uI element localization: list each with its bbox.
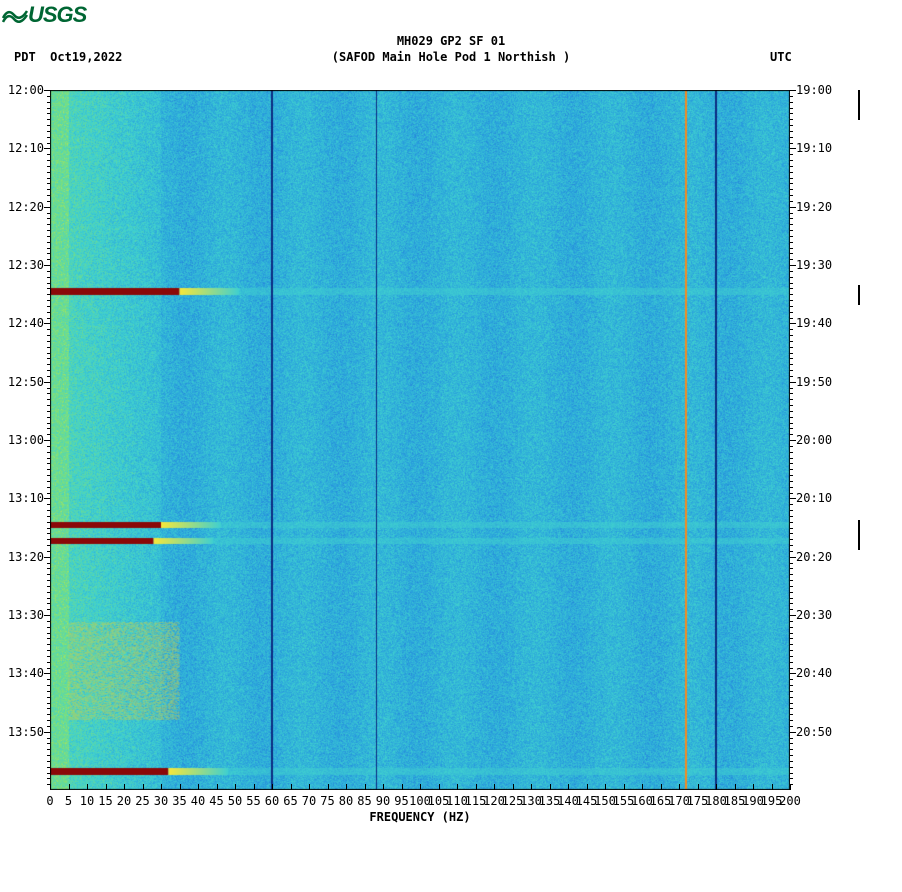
y-left-tick-label: 13:50 <box>2 726 44 738</box>
y-right-tick-label: 20:50 <box>796 726 838 738</box>
y-right-tick-label: 20:40 <box>796 667 838 679</box>
y-axis-right: 19:0019:1019:2019:3019:4019:5020:0020:10… <box>790 90 840 790</box>
right-timezone-label: UTC <box>770 50 792 64</box>
y-left-tick-label: 12:50 <box>2 376 44 388</box>
y-left-tick-label: 12:10 <box>2 142 44 154</box>
y-left-tick-label: 13:30 <box>2 609 44 621</box>
plot-title-line1: MH029 GP2 SF 01 <box>0 34 902 48</box>
y-left-tick-label: 13:40 <box>2 667 44 679</box>
x-tick-label: 65 <box>283 794 297 808</box>
y-left-tick-label: 13:20 <box>2 551 44 563</box>
y-left-tick-label: 13:10 <box>2 492 44 504</box>
y-right-tick-label: 20:00 <box>796 434 838 446</box>
y-right-tick-label: 19:10 <box>796 142 838 154</box>
x-tick-label: 20 <box>117 794 131 808</box>
x-tick-label: 15 <box>98 794 112 808</box>
y-right-tick-label: 19:30 <box>796 259 838 271</box>
y-right-tick-label: 19:40 <box>796 317 838 329</box>
x-tick-label: 10 <box>80 794 94 808</box>
usgs-logo-text: USGS <box>28 2 86 27</box>
y-right-tick-label: 19:20 <box>796 201 838 213</box>
y-axis-left: 12:0012:1012:2012:3012:4012:5013:0013:10… <box>0 90 50 790</box>
x-axis-title: FREQUENCY (HZ) <box>50 810 790 824</box>
x-tick-label: 55 <box>246 794 260 808</box>
usgs-wave-icon <box>2 3 28 29</box>
x-tick-label: 80 <box>339 794 353 808</box>
y-right-tick-label: 19:50 <box>796 376 838 388</box>
x-tick-label: 30 <box>154 794 168 808</box>
x-tick-label: 200 <box>779 794 801 808</box>
y-left-tick-label: 12:30 <box>2 259 44 271</box>
side-indicator-bar <box>858 90 860 120</box>
y-left-tick-label: 13:00 <box>2 434 44 446</box>
x-tick-label: 60 <box>265 794 279 808</box>
x-tick-label: 45 <box>209 794 223 808</box>
x-tick-label: 5 <box>65 794 72 808</box>
side-indicator-bar <box>858 520 860 550</box>
x-tick-label: 95 <box>394 794 408 808</box>
x-tick-label: 70 <box>302 794 316 808</box>
y-left-tick-label: 12:40 <box>2 317 44 329</box>
usgs-logo: USGS <box>2 2 86 29</box>
x-tick-label: 50 <box>228 794 242 808</box>
x-tick-label: 35 <box>172 794 186 808</box>
plot-title-line2: (SAFOD Main Hole Pod 1 Northish ) <box>0 50 902 64</box>
x-tick-label: 25 <box>135 794 149 808</box>
spectrogram-canvas <box>50 90 790 790</box>
x-tick-label: 40 <box>191 794 205 808</box>
spectrogram-plot <box>50 90 790 790</box>
y-right-tick-label: 20:30 <box>796 609 838 621</box>
x-tick-label: 0 <box>46 794 53 808</box>
y-left-tick-label: 12:20 <box>2 201 44 213</box>
left-timezone-label: PDT Oct19,2022 <box>14 50 122 64</box>
x-tick-label: 85 <box>357 794 371 808</box>
y-left-tick-label: 12:00 <box>2 84 44 96</box>
x-tick-label: 90 <box>376 794 390 808</box>
y-right-tick-label: 20:10 <box>796 492 838 504</box>
y-right-tick-label: 20:20 <box>796 551 838 563</box>
side-indicator-bar <box>858 285 860 305</box>
y-right-tick-label: 19:00 <box>796 84 838 96</box>
x-tick-label: 75 <box>320 794 334 808</box>
